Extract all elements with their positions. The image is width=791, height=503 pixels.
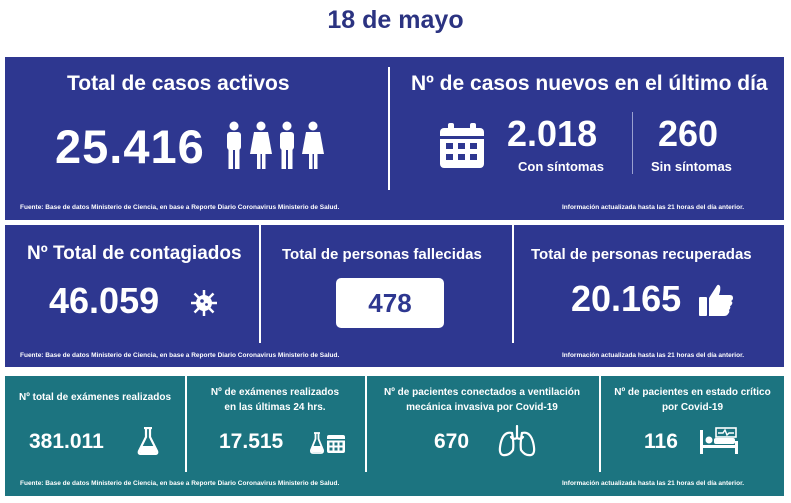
source-note: Fuente: Base de datos Ministerio de Cien… [20, 204, 340, 211]
page-title: 18 de mayo [327, 6, 464, 34]
sin-sintomas-label: Sin síntomas [651, 159, 732, 174]
examenes24-title: Nº de exámenes realizados en las últimas… [185, 385, 365, 415]
lungs-icon [498, 425, 536, 457]
examenes-value: 381.011 [29, 430, 104, 453]
recuperadas-title: Total de personas recuperadas [531, 246, 752, 263]
examenes24-title-line1: Nº de exámenes realizados [210, 387, 340, 398]
virus-icon [191, 290, 217, 316]
sin-sintomas-value: 260 [658, 113, 719, 154]
flask-calendar-icon [310, 432, 345, 454]
examenes-title: Nº total de exámenes realizados [18, 392, 172, 403]
ventilacion-value: 670 [434, 430, 470, 453]
divider [512, 225, 514, 343]
bottom-panel: Nº total de exámenes realizados 381.011 … [5, 376, 784, 496]
critico-value: 116 [644, 430, 678, 453]
divider [185, 376, 187, 472]
divider [632, 112, 633, 174]
flask-icon [137, 427, 159, 455]
update-note: Información actualizada hasta las 21 hor… [562, 480, 745, 487]
contagiados-title: Nº Total de contagiados [27, 243, 242, 264]
ventilacion-title-line2: mecánica invasiva por Covid-19 [406, 402, 558, 413]
contagiados-value: 46.059 [49, 280, 160, 321]
source-note: Fuente: Base de datos Ministerio de Cien… [20, 480, 340, 487]
con-sintomas-value: 2.018 [507, 113, 598, 154]
top-panel: Total de casos activos 25.416 Nº de caso… [5, 57, 784, 220]
ventilacion-title-line1: Nº de pacientes conectados a ventilación [384, 387, 580, 398]
recuperadas-value: 20.165 [571, 278, 682, 319]
activos-title: Total de casos activos [67, 72, 290, 95]
nuevos-title: Nº de casos nuevos en el último día [411, 72, 768, 95]
thumbs-up-icon [699, 284, 733, 316]
calendar-icon [440, 123, 484, 168]
critico-title: Nº de pacientes en estado crítico por Co… [601, 385, 784, 415]
update-note: Información actualizada hasta las 21 hor… [562, 204, 745, 211]
update-note: Información actualizada hasta las 21 hor… [562, 352, 745, 359]
fallecidas-title: Total de personas fallecidas [282, 246, 482, 263]
critico-title-line2: por Covid-19 [661, 402, 724, 413]
hospital-bed-icon [700, 427, 738, 454]
divider [365, 376, 367, 472]
source-note: Fuente: Base de datos Ministerio de Cien… [20, 352, 340, 359]
divider [599, 376, 601, 472]
divider [388, 67, 390, 190]
activos-value: 25.416 [55, 120, 205, 173]
con-sintomas-label: Con síntomas [518, 159, 604, 174]
examenes24-value: 17.515 [219, 430, 284, 453]
critico-title-line1: Nº de pacientes en estado crítico [614, 387, 771, 398]
people-icon [227, 121, 324, 169]
examenes24-title-line2: en las últimas 24 hrs. [224, 402, 326, 413]
divider [259, 225, 261, 343]
fallecidas-value: 478 [336, 278, 444, 328]
ventilacion-title: Nº de pacientes conectados a ventilación… [365, 385, 599, 415]
